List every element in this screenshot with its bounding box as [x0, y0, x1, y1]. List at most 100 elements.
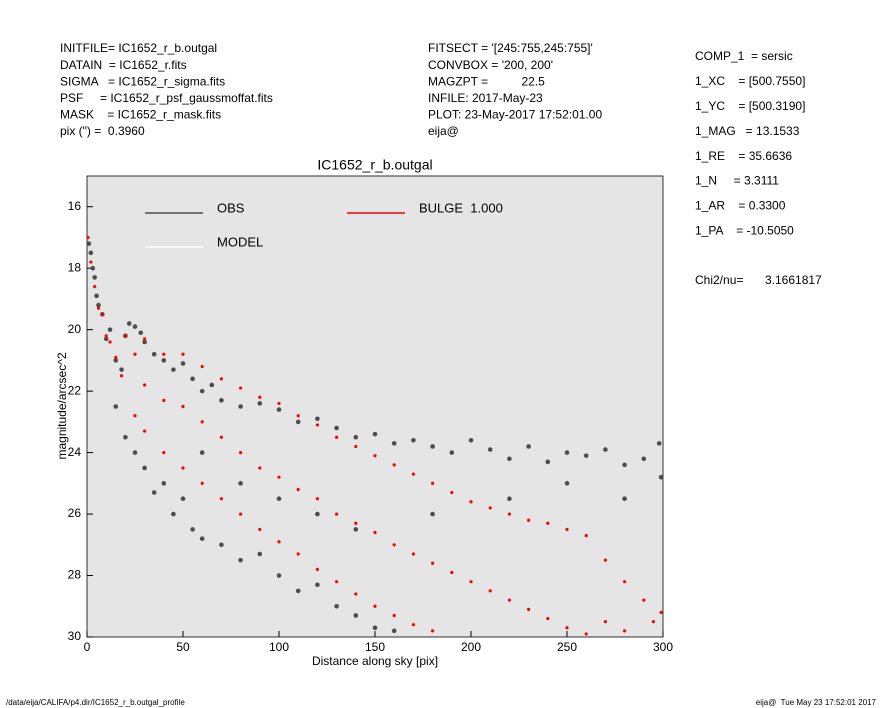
point — [257, 551, 263, 557]
point — [258, 466, 262, 470]
point — [507, 512, 511, 516]
point — [487, 447, 493, 452]
point — [133, 414, 137, 418]
point — [114, 355, 118, 359]
legend-label: OBS — [217, 200, 245, 215]
y-tick-label: 18 — [68, 260, 82, 274]
point — [200, 481, 204, 485]
point — [373, 604, 377, 608]
point — [219, 435, 223, 439]
point — [171, 367, 176, 372]
point — [113, 404, 119, 409]
point — [545, 459, 551, 465]
point — [431, 481, 435, 485]
point — [219, 398, 224, 403]
point — [315, 416, 320, 422]
point — [92, 275, 97, 280]
point — [658, 474, 663, 480]
point — [180, 496, 186, 502]
point — [449, 450, 455, 455]
point — [107, 327, 113, 332]
point — [642, 598, 646, 602]
point — [190, 527, 195, 532]
point — [315, 511, 320, 517]
point — [87, 235, 90, 240]
point — [132, 324, 138, 329]
point — [96, 302, 101, 308]
point — [89, 260, 93, 264]
x-tick-label: 100 — [269, 640, 289, 654]
point — [295, 588, 301, 594]
point — [353, 434, 359, 440]
point — [603, 447, 608, 452]
y-tick-label: 24 — [68, 445, 82, 459]
point — [104, 334, 108, 338]
legend-label: BULGE 1.000 — [419, 200, 503, 215]
point — [373, 454, 377, 458]
y-tick-label: 30 — [68, 629, 82, 643]
point — [623, 629, 627, 633]
point — [565, 626, 569, 630]
point — [123, 334, 127, 338]
point — [315, 423, 319, 427]
point — [488, 589, 492, 593]
point — [296, 487, 300, 492]
point — [372, 431, 378, 437]
header-line: pix (") = 0.3960 — [60, 124, 145, 138]
point — [354, 521, 358, 525]
point — [276, 407, 282, 412]
point — [238, 557, 243, 563]
header-line: PSF = IC1652_r_psf_gaussmoffat.fits — [60, 91, 273, 105]
x-tick-label: 50 — [176, 640, 190, 654]
point — [603, 558, 608, 562]
chi-value: 3.1661817 — [765, 273, 822, 287]
header-line: 1_PA = -10.5050 — [695, 223, 794, 237]
points — [87, 235, 663, 636]
x-tick-label: 0 — [84, 640, 91, 654]
point — [584, 533, 588, 538]
point — [411, 438, 416, 443]
point — [603, 620, 608, 624]
point — [315, 582, 320, 588]
point — [296, 414, 300, 418]
point — [219, 377, 223, 381]
header-line: FITSECT = '[245:755,245:755]' — [428, 41, 593, 55]
point — [93, 285, 97, 289]
point — [584, 632, 588, 636]
chi-label: Chi2/nu= — [695, 273, 743, 287]
point — [335, 512, 339, 516]
point — [209, 382, 215, 388]
point — [411, 552, 415, 556]
x-tick-label: 150 — [365, 640, 385, 654]
point — [181, 404, 185, 409]
header-line: COMP_1 = sersic — [695, 49, 793, 63]
point — [488, 506, 492, 510]
point — [219, 497, 223, 501]
point — [353, 613, 359, 618]
point — [277, 401, 281, 406]
header-line: DATAIN = IC1652_r.fits — [60, 58, 187, 72]
point — [564, 481, 570, 486]
point — [87, 241, 92, 246]
point — [142, 465, 147, 471]
point — [450, 490, 454, 495]
point — [143, 383, 147, 387]
point — [507, 496, 512, 502]
point — [238, 481, 243, 486]
point — [239, 512, 243, 516]
point — [392, 613, 396, 618]
point — [527, 518, 531, 522]
point — [656, 441, 662, 446]
point — [296, 552, 300, 556]
point — [392, 463, 396, 467]
footer-path: /data/eija/CALIFA/p4.dir/IC1652_r_b.outg… — [6, 698, 185, 707]
point — [583, 453, 589, 458]
point — [161, 358, 167, 363]
point — [315, 567, 319, 571]
point — [239, 451, 243, 455]
point — [335, 580, 339, 584]
point — [641, 456, 647, 462]
header-line: 1_N = 3.3111 — [695, 174, 779, 188]
point — [239, 386, 243, 390]
